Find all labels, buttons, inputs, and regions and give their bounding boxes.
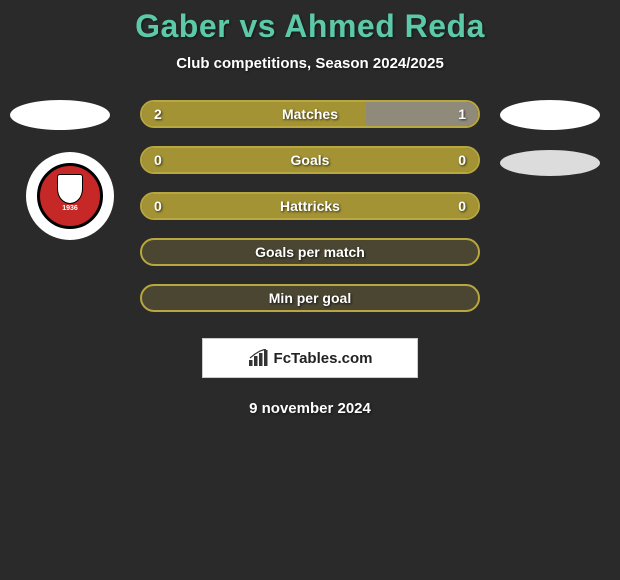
club-badge-shield-icon: [57, 174, 83, 204]
stat-label: Goals: [291, 152, 330, 168]
stats-area: 1936 2 Matches 1 0 Goals 0 0 Hattricks 0 Goals pe…: [0, 100, 620, 312]
player-left-avatar-placeholder: [10, 100, 110, 130]
footer-brand-text: FcTables.com: [274, 350, 373, 367]
stat-value-left: 2: [154, 106, 162, 122]
subtitle: Club competitions, Season 2024/2025: [0, 55, 620, 72]
stat-row: Goals per match: [140, 238, 480, 266]
stat-label: Min per goal: [269, 290, 351, 306]
stat-row: 0 Goals 0: [140, 146, 480, 174]
player-left-club-badge: 1936: [26, 152, 114, 240]
stat-label: Goals per match: [255, 244, 365, 260]
bar-chart-icon: [248, 349, 270, 367]
stat-value-left: 0: [154, 198, 162, 214]
player-right-avatar-placeholder-2: [500, 150, 600, 176]
club-badge-year: 1936: [62, 205, 78, 212]
stat-label: Matches: [282, 106, 338, 122]
stat-value-left: 0: [154, 152, 162, 168]
stat-label: Hattricks: [280, 198, 340, 214]
stat-bars: 2 Matches 1 0 Goals 0 0 Hattricks 0 Goals per mat…: [140, 100, 480, 312]
stat-row: Min per goal: [140, 284, 480, 312]
club-badge-inner: 1936: [37, 163, 103, 229]
stat-row: 0 Hattricks 0: [140, 192, 480, 220]
infographic-container: Gaber vs Ahmed Reda Club competitions, S…: [0, 0, 620, 417]
date-text: 9 november 2024: [0, 400, 620, 417]
player-right-avatar-placeholder: [500, 100, 600, 130]
stat-value-right: 0: [458, 198, 466, 214]
stat-row: 2 Matches 1: [140, 100, 480, 128]
stat-value-right: 0: [458, 152, 466, 168]
footer-brand-badge: FcTables.com: [202, 338, 418, 378]
stat-value-right: 1: [458, 106, 466, 122]
page-title: Gaber vs Ahmed Reda: [0, 8, 620, 45]
